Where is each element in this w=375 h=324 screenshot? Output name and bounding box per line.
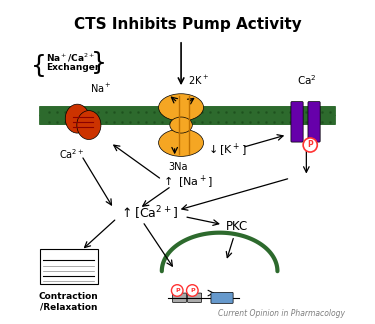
FancyBboxPatch shape: [211, 293, 233, 303]
Ellipse shape: [65, 104, 89, 133]
Text: 2K$^+$: 2K$^+$: [188, 74, 209, 87]
Text: Ca$^2$: Ca$^2$: [297, 73, 316, 87]
Text: $\}$: $\}$: [90, 49, 104, 76]
Text: $\uparrow$ [Na$^+$]: $\uparrow$ [Na$^+$]: [162, 174, 213, 191]
Circle shape: [171, 285, 183, 296]
Circle shape: [303, 138, 317, 152]
Text: Current Opinion in Pharmacology: Current Opinion in Pharmacology: [218, 309, 345, 318]
Text: P: P: [308, 141, 313, 149]
Ellipse shape: [159, 129, 204, 156]
Text: P: P: [175, 288, 180, 293]
Text: Na$^+$/Ca$^{2+}$: Na$^+$/Ca$^{2+}$: [46, 52, 96, 64]
FancyBboxPatch shape: [308, 102, 320, 142]
FancyBboxPatch shape: [172, 293, 186, 302]
Text: Contraction
/Relaxation: Contraction /Relaxation: [39, 292, 99, 311]
Text: Na$^+$: Na$^+$: [90, 82, 111, 95]
Text: $\uparrow$[Ca$^{2+}$]: $\uparrow$[Ca$^{2+}$]: [119, 205, 178, 222]
Text: P: P: [190, 288, 195, 293]
Ellipse shape: [77, 110, 101, 140]
Text: 3Na: 3Na: [168, 162, 188, 172]
FancyBboxPatch shape: [188, 293, 202, 302]
Text: Ca$^{2+}$: Ca$^{2+}$: [59, 147, 84, 161]
Text: PKC: PKC: [226, 220, 248, 233]
Text: $\{$: $\{$: [30, 52, 45, 79]
Ellipse shape: [170, 117, 192, 133]
FancyBboxPatch shape: [291, 102, 303, 142]
Circle shape: [186, 285, 198, 296]
Text: $\downarrow$[K$^+$]: $\downarrow$[K$^+$]: [206, 142, 246, 159]
Text: Exchanger: Exchanger: [46, 63, 99, 72]
FancyBboxPatch shape: [39, 106, 336, 116]
FancyBboxPatch shape: [39, 115, 336, 125]
Ellipse shape: [159, 94, 204, 121]
Bar: [40, 249, 98, 284]
Text: CTS Inhibits Pump Activity: CTS Inhibits Pump Activity: [74, 17, 302, 32]
